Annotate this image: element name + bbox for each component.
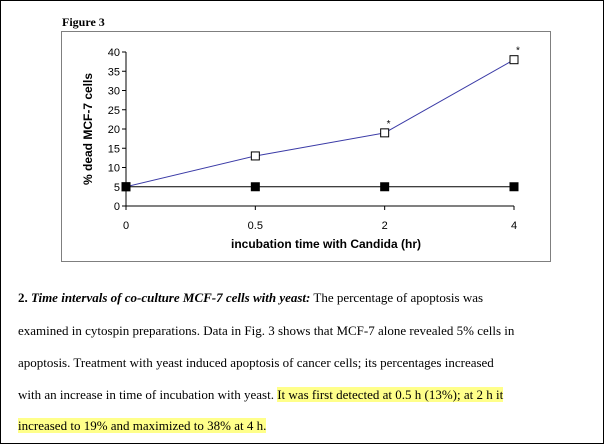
paragraph-line-2: examined in cytospin preparations. Data … — [18, 323, 515, 338]
x-ticks: 0 0.5 2 4 — [123, 206, 517, 232]
paragraph-line-1: 2. Time intervals of co-culture MCF-7 ce… — [18, 290, 588, 306]
y-tick-label: 5 — [114, 182, 120, 194]
x-axis-title: incubation time with Candida (hr) — [231, 237, 421, 251]
paragraph-text: The percentage of apoptosis was — [313, 290, 484, 305]
paragraph-line-3: apoptosis. Treatment with yeast induced … — [18, 355, 494, 370]
x-tick-label: 0 — [123, 220, 129, 232]
series-line-0 — [125, 59, 515, 188]
data-point-open — [380, 128, 390, 138]
series-layer: ** — [121, 46, 520, 192]
paragraph-line-4: with an increase in time of incubation w… — [18, 387, 588, 403]
x-tick-label: 0.5 — [248, 220, 263, 232]
y-tick-label: 35 — [108, 66, 120, 78]
data-point-filled — [250, 182, 260, 192]
data-point-filled — [509, 182, 519, 192]
highlighted-text: It was first detected at 0.5 h (13%); at… — [277, 387, 504, 402]
y-tick-label: 15 — [108, 143, 120, 155]
figure-label: Figure 3 — [62, 15, 105, 29]
data-point-filled — [121, 182, 131, 192]
data-point-filled — [380, 182, 390, 192]
paragraph-line-5: increased to 19% and maximized to 38% at… — [18, 418, 588, 434]
significance-asterisk: * — [516, 46, 520, 57]
data-point-open — [509, 55, 519, 65]
y-axis-title: % dead MCF-7 cells — [81, 73, 95, 185]
x-tick-label: 4 — [511, 220, 517, 232]
y-tick-label: 25 — [108, 105, 120, 117]
y-tick-label: 40 — [108, 47, 120, 59]
y-tick-label: 0 — [114, 201, 120, 213]
y-tick-label: 20 — [108, 124, 120, 136]
section-heading: Time intervals of co-culture MCF-7 cells… — [31, 290, 311, 305]
plot-border — [61, 31, 551, 262]
data-point-open — [250, 151, 260, 161]
x-tick-label: 2 — [382, 220, 388, 232]
y-tick-label: 10 — [108, 163, 120, 175]
significance-asterisk: * — [387, 119, 391, 130]
section-number: 2. — [18, 290, 28, 305]
highlighted-text: increased to 19% and maximized to 38% at… — [18, 418, 267, 433]
y-ticks: 0 5 10 15 20 25 30 35 40 — [108, 47, 126, 213]
y-tick-label: 30 — [108, 86, 120, 98]
paragraph-text: with an increase in time of incubation w… — [18, 387, 274, 402]
